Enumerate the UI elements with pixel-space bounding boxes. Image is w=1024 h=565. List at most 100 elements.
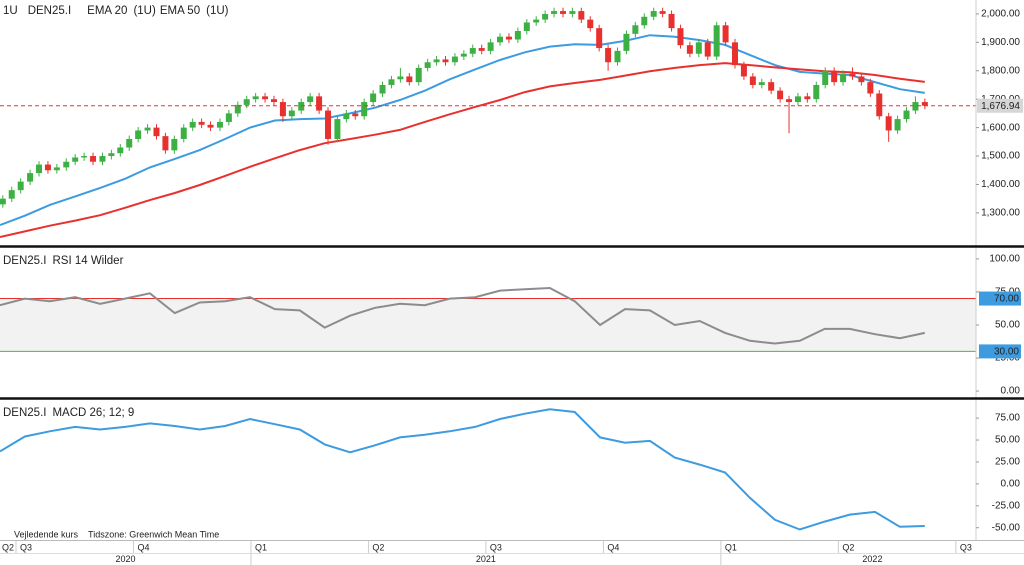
candle-body <box>686 45 693 54</box>
candle-body <box>442 59 449 63</box>
candle-body <box>740 65 747 77</box>
candle-body <box>596 28 603 49</box>
candle-body <box>903 110 910 120</box>
x-tick-label: Q3 <box>960 542 972 552</box>
y-tick-label: 2,000.00 <box>981 9 1020 20</box>
footer-note: Tidszone: Greenwich Mean Time <box>88 529 219 539</box>
candle-body <box>650 11 657 17</box>
level-box <box>979 291 1021 306</box>
candle-body <box>216 121 223 128</box>
y-tick-label: 25.00 <box>995 457 1020 468</box>
candle-body <box>117 147 124 154</box>
ema-line <box>0 62 925 238</box>
candle-body <box>234 104 241 114</box>
y-tick-label: 1,900.00 <box>981 37 1020 48</box>
y-tick-label: 0.00 <box>1001 386 1021 397</box>
interval-label: 1U <box>3 5 18 17</box>
indicator-title: MACD 26; 12; 9 <box>52 407 134 419</box>
candle-body <box>44 164 51 171</box>
candle-body <box>379 84 386 94</box>
candle-body <box>659 11 666 14</box>
footer-note: Vejledende kurs <box>14 529 79 539</box>
x-axis-area <box>0 540 1024 565</box>
last-price-label: 1,676.94 <box>981 101 1020 112</box>
candle-body <box>162 136 169 151</box>
candle-body <box>478 48 485 51</box>
candle-body <box>569 11 576 14</box>
y-tick-label: 50.00 <box>995 435 1020 446</box>
candle-body <box>912 102 919 111</box>
candle-body <box>641 16 648 26</box>
x-tick-label: Q3 <box>20 542 32 552</box>
indicator-line <box>0 286 926 345</box>
candle-body <box>523 22 530 31</box>
candle-body <box>777 90 784 100</box>
candle-body <box>614 50 621 63</box>
candle-body <box>668 13 675 29</box>
x-tick-label: Q3 <box>490 542 502 552</box>
candle-body <box>53 167 60 171</box>
candle-body <box>786 99 793 103</box>
x-tick-label: Q4 <box>607 542 619 552</box>
y-tick-label: 100.00 <box>989 254 1020 265</box>
candle-body <box>153 127 160 137</box>
y-tick-label: 1,800.00 <box>981 65 1020 76</box>
year-label: 2021 <box>476 554 496 564</box>
candle-body <box>171 138 178 151</box>
y-tick-label: 50.00 <box>995 320 1020 331</box>
y-tick-label: 1,300.00 <box>981 208 1020 219</box>
y-tick-label: 1,500.00 <box>981 151 1020 162</box>
candle-body <box>415 67 422 83</box>
candle-body <box>768 82 775 91</box>
candle-body <box>559 11 566 14</box>
indicator-line <box>0 408 925 531</box>
indicator-title: RSI 14 Wilder <box>52 255 123 267</box>
x-tick-label: Q2 <box>372 542 384 552</box>
level-label: 30.00 <box>994 347 1019 358</box>
candle-body <box>677 28 684 46</box>
year-label: 2020 <box>115 554 135 564</box>
rsi-band <box>0 298 976 352</box>
candle-body <box>731 42 738 66</box>
candle-body <box>316 96 323 111</box>
candle-body <box>36 164 43 174</box>
last-price-box <box>977 98 1023 113</box>
legend-entry: EMA 50 <box>160 5 200 17</box>
legend-interval: (1U) <box>206 5 229 17</box>
level-box <box>979 344 1021 359</box>
candle-body <box>533 19 540 23</box>
candle-body <box>325 110 332 139</box>
x-tick-label: Q2 <box>2 542 14 552</box>
candle-body <box>288 110 295 117</box>
symbol-label: DEN25.I <box>3 407 46 419</box>
candle-body <box>27 173 34 182</box>
candle-body <box>840 73 847 83</box>
x-tick-label: Q1 <box>725 542 737 552</box>
candle-body <box>587 19 594 29</box>
y-tick-label: -25.00 <box>992 500 1021 511</box>
candle-body <box>894 119 901 131</box>
symbol-label: DEN25.I <box>28 5 71 17</box>
candle-body <box>704 42 711 57</box>
candle-body <box>63 161 70 168</box>
candle-body <box>813 84 820 100</box>
candle-body <box>99 156 106 162</box>
y-tick-label: -50.00 <box>992 522 1021 533</box>
candle-body <box>252 96 259 100</box>
candle-body <box>876 93 883 117</box>
candle-body <box>804 96 811 100</box>
y-tick-label: 75.00 <box>995 413 1020 424</box>
candle-body <box>81 156 88 158</box>
candle-body <box>867 82 874 94</box>
y-tick-label: 1,600.00 <box>981 122 1020 133</box>
candle-body <box>451 56 458 63</box>
year-label: 2022 <box>862 554 882 564</box>
x-tick-label: Q4 <box>137 542 149 552</box>
candle-body <box>885 116 892 131</box>
legend-interval: (1U) <box>133 5 156 17</box>
candle-body <box>722 25 729 43</box>
candle-body <box>849 73 856 77</box>
candle-body <box>695 42 702 54</box>
